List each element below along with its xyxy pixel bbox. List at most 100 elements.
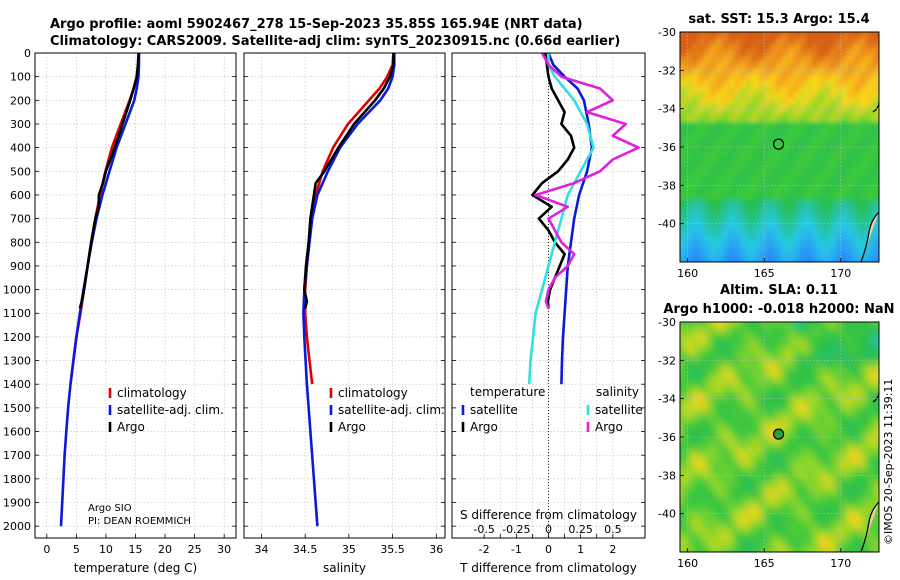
map-cell <box>758 376 765 383</box>
map-cell <box>818 32 825 39</box>
map-cell <box>716 358 723 365</box>
map-cell <box>788 346 795 353</box>
map-cell <box>872 158 879 165</box>
map-cell <box>776 140 783 147</box>
map-cell <box>680 334 687 341</box>
map-cell <box>812 532 819 539</box>
map-cell <box>728 260 735 262</box>
map-cell <box>746 260 753 262</box>
map-cell <box>812 176 819 183</box>
map-cell <box>788 472 795 479</box>
map-cell <box>824 514 831 521</box>
map-cell <box>788 418 795 425</box>
map-cell <box>884 56 891 63</box>
map-cell <box>764 248 771 255</box>
map-y-tick-label: -40 <box>658 508 676 521</box>
map-cell <box>698 424 705 431</box>
map-cell <box>746 466 753 473</box>
map-cell <box>872 334 879 341</box>
map-cell <box>824 544 831 551</box>
map-cell <box>722 466 729 473</box>
map-cell <box>842 38 849 45</box>
map-cell <box>728 424 735 431</box>
map-cell <box>824 460 831 467</box>
map-cell <box>830 110 837 117</box>
map-cell <box>848 358 855 365</box>
map-cell <box>884 98 891 105</box>
map-cell <box>836 128 843 135</box>
map-cell <box>728 394 735 401</box>
map-cell <box>698 466 705 473</box>
map-cell <box>812 418 819 425</box>
map-cell <box>782 164 789 171</box>
map-cell <box>746 50 753 57</box>
map-cell <box>848 170 855 177</box>
map-cell <box>758 442 765 449</box>
map-cell <box>872 194 879 201</box>
map-cell <box>746 254 753 261</box>
map-cell <box>854 508 861 515</box>
map-cell <box>716 188 723 195</box>
map-cell <box>776 514 783 521</box>
map-cell <box>692 116 699 123</box>
map-cell <box>692 92 699 99</box>
map-cell <box>800 454 807 461</box>
map-cell <box>716 158 723 165</box>
map-cell <box>812 68 819 75</box>
map-cell <box>722 484 729 491</box>
map-cell <box>812 266 819 273</box>
map-cell <box>788 170 795 177</box>
map-cell <box>746 346 753 353</box>
map-cell <box>806 436 813 443</box>
map-cell <box>716 460 723 467</box>
map-cell <box>782 334 789 341</box>
map-cell <box>728 188 735 195</box>
map-cell <box>710 442 717 449</box>
map-cell <box>752 328 759 335</box>
map-cell <box>680 490 687 497</box>
map-cell <box>818 224 825 231</box>
map-cell <box>872 538 879 545</box>
map-cell <box>698 110 705 117</box>
map-cell <box>692 370 699 377</box>
map-cell <box>860 164 867 171</box>
map-cell <box>680 92 687 99</box>
map-cell <box>794 466 801 473</box>
map-cell <box>812 340 819 347</box>
map-cell <box>686 418 693 425</box>
map-cell <box>806 532 813 539</box>
map-cell <box>854 412 861 419</box>
map-cell <box>812 86 819 93</box>
map-cell <box>692 532 699 539</box>
map-cell <box>710 514 717 521</box>
map-cell <box>752 346 759 353</box>
map-cell <box>752 194 759 201</box>
map-cell <box>728 230 735 237</box>
x-tick-label: 35.5 <box>380 543 405 556</box>
map-cell <box>872 406 879 413</box>
map-cell <box>740 430 747 437</box>
map-cell <box>884 146 891 153</box>
map-cell <box>860 194 867 201</box>
map-cell <box>746 484 753 491</box>
map-cell <box>740 146 747 153</box>
map-cell <box>824 242 831 249</box>
map-cell <box>686 406 693 413</box>
map-cell <box>794 370 801 377</box>
map-cell <box>854 544 861 551</box>
map-cell <box>854 490 861 497</box>
map-cell <box>866 328 873 335</box>
map-cell <box>872 164 879 171</box>
map-cell <box>830 86 837 93</box>
map-cell <box>710 158 717 165</box>
map-cell <box>740 230 747 237</box>
map-cell <box>872 490 879 497</box>
map-cell <box>812 254 819 261</box>
map-cell <box>812 206 819 213</box>
map-cell <box>872 236 879 243</box>
map-cell <box>734 322 741 329</box>
map-cell <box>764 140 771 147</box>
map-cell <box>776 218 783 225</box>
map-cell <box>698 98 705 105</box>
map-cell <box>698 68 705 75</box>
